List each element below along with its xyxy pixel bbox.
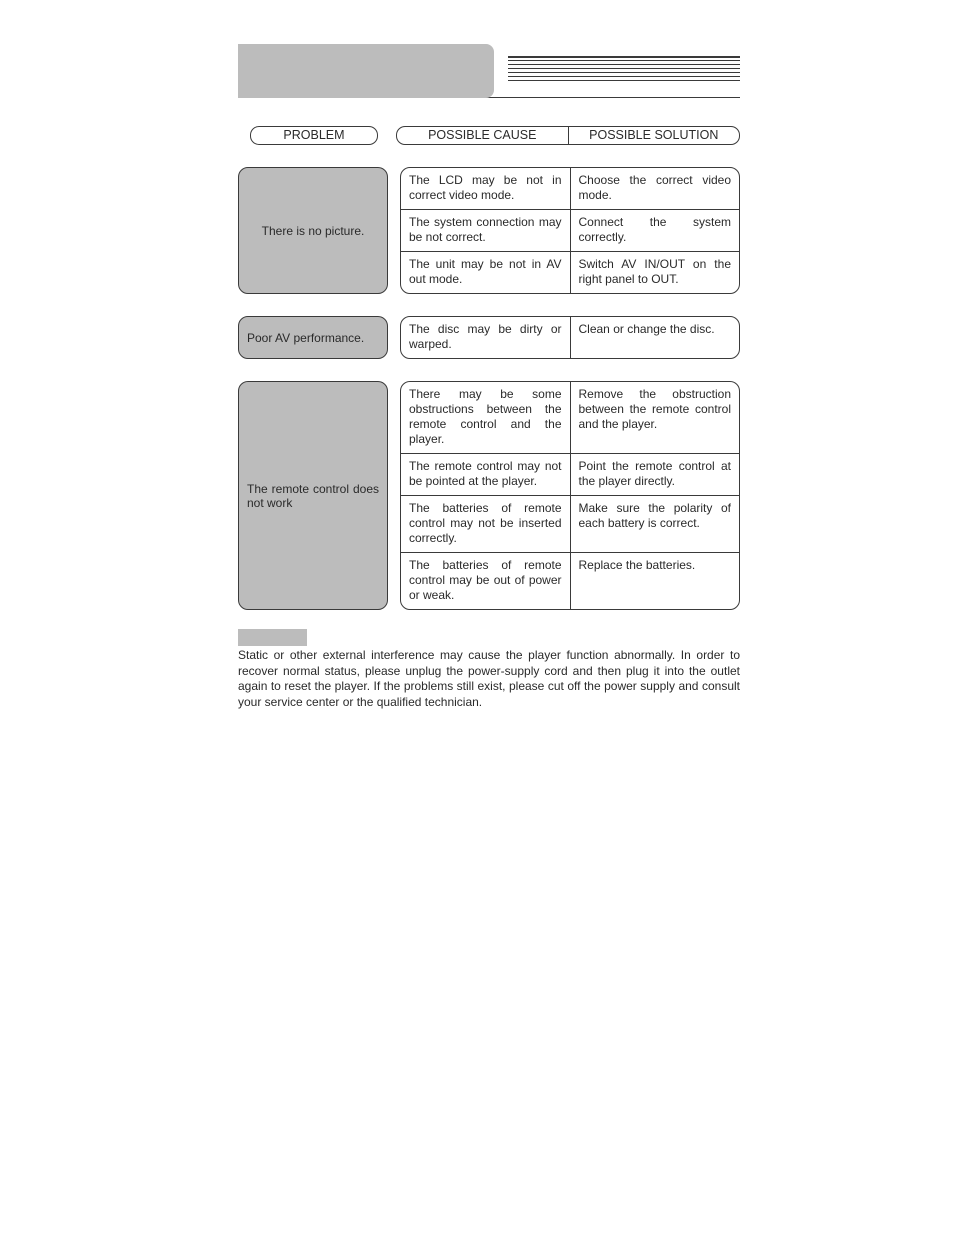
problem-cell: There is no picture.: [238, 167, 388, 294]
solution-text: Connect the system correctly.: [571, 210, 740, 251]
cause-text: The batteries of remote control may be o…: [401, 553, 571, 609]
cause-text: The unit may be not in AV out mode.: [401, 252, 571, 293]
cause-solution-group: There may be some obstructions between t…: [400, 381, 740, 610]
solution-text: Clean or change the disc.: [571, 317, 740, 358]
cause-solution-group: The disc may be dirty or warped. Clean o…: [400, 316, 740, 359]
solution-text: Make sure the polarity of each battery i…: [571, 496, 740, 552]
cause-solution-row: The batteries of remote control may be o…: [401, 552, 739, 609]
cause-solution-row: There may be some obstructions between t…: [401, 382, 739, 453]
cause-solution-row: The system connection may be not correct…: [401, 209, 739, 251]
solution-text: Point the remote control at the player d…: [571, 454, 740, 495]
note-body: Static or other external interference ma…: [238, 648, 740, 710]
cause-text: The LCD may be not in correct video mode…: [401, 168, 571, 209]
cause-solution-row: The LCD may be not in correct video mode…: [401, 168, 739, 209]
trouble-row: The remote control does not work There m…: [238, 381, 740, 610]
cause-text: The disc may be dirty or warped.: [401, 317, 571, 358]
problem-text: Poor AV performance.: [247, 331, 364, 345]
cause-text: The remote control may not be pointed at…: [401, 454, 571, 495]
note-label-chip: [238, 629, 307, 646]
problem-cell: The remote control does not work: [238, 381, 388, 610]
solution-text: Choose the correct video mode.: [571, 168, 740, 209]
header-solution: POSSIBLE SOLUTION: [569, 127, 740, 144]
note-section: Static or other external interference ma…: [238, 628, 740, 710]
cause-solution-row: The batteries of remote control may not …: [401, 495, 739, 552]
trouble-row: There is no picture. The LCD may be not …: [238, 167, 740, 294]
cause-solution-row: The remote control may not be pointed at…: [401, 453, 739, 495]
header-problem: PROBLEM: [250, 126, 378, 145]
problem-cell: Poor AV performance.: [238, 316, 388, 359]
cause-text: There may be some obstructions between t…: [401, 382, 571, 453]
cause-solution-group: The LCD may be not in correct video mode…: [400, 167, 740, 294]
cause-text: The system connection may be not correct…: [401, 210, 571, 251]
problem-text: There is no picture.: [262, 224, 365, 238]
page-content: PROBLEM POSSIBLE CAUSE POSSIBLE SOLUTION…: [238, 44, 740, 710]
solution-text: Switch AV IN/OUT on the right panel to O…: [571, 252, 740, 293]
column-headers: PROBLEM POSSIBLE CAUSE POSSIBLE SOLUTION: [238, 126, 740, 145]
cause-solution-row: The unit may be not in AV out mode. Swit…: [401, 251, 739, 293]
trouble-row: Poor AV performance. The disc may be dir…: [238, 316, 740, 359]
solution-text: Remove the obstruction between the remot…: [571, 382, 740, 453]
header-rule-lines: [508, 44, 740, 84]
problem-text: The remote control does not work: [247, 482, 379, 510]
cause-solution-row: The disc may be dirty or warped. Clean o…: [401, 317, 739, 358]
header-cause: POSSIBLE CAUSE: [397, 127, 569, 144]
header-cause-solution: POSSIBLE CAUSE POSSIBLE SOLUTION: [396, 126, 740, 145]
cause-text: The batteries of remote control may not …: [401, 496, 571, 552]
page-header: [238, 44, 740, 98]
header-tab: [238, 44, 494, 98]
solution-text: Replace the batteries.: [571, 553, 740, 609]
